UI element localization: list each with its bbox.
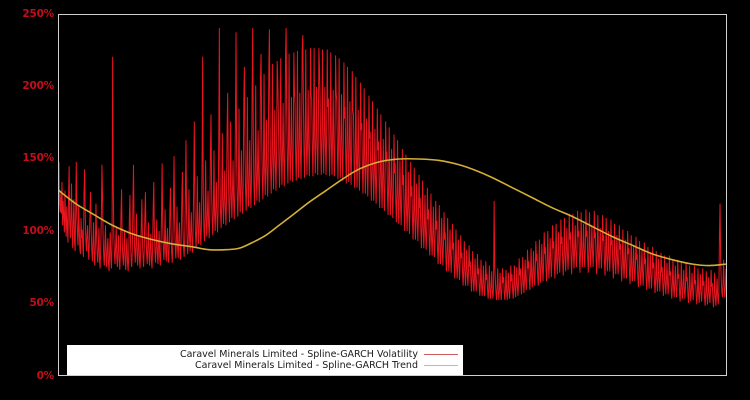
- y-tick-label-100: 100%: [22, 225, 54, 237]
- trend-series-line: [59, 159, 726, 266]
- y-tick-label-150: 150%: [22, 152, 54, 164]
- volatility-series-line: [59, 28, 726, 307]
- chart-legend: Caravel Minerals Limited - Spline-GARCH …: [67, 345, 463, 375]
- y-tick-label-0: 0%: [36, 370, 55, 382]
- legend-item-trend: Caravel Minerals Limited - Spline-GARCH …: [72, 360, 458, 371]
- chart-canvas: [59, 15, 726, 375]
- legend-label-trend: Caravel Minerals Limited - Spline-GARCH …: [194, 360, 418, 371]
- y-tick-label-200: 200%: [22, 80, 54, 92]
- y-tick-label-250: 250%: [22, 8, 54, 20]
- y-tick-label-50: 50%: [29, 297, 54, 309]
- trend-line-swatch: [424, 365, 458, 366]
- y-axis: 250% 200% 150% 100% 50% 0%: [0, 0, 54, 400]
- volatility-line-swatch: [424, 354, 458, 355]
- legend-item-volatility: Caravel Minerals Limited - Spline-GARCH …: [72, 349, 458, 360]
- plot-area: Caravel Minerals Limited - Spline-GARCH …: [58, 14, 727, 376]
- legend-label-volatility: Caravel Minerals Limited - Spline-GARCH …: [179, 349, 418, 360]
